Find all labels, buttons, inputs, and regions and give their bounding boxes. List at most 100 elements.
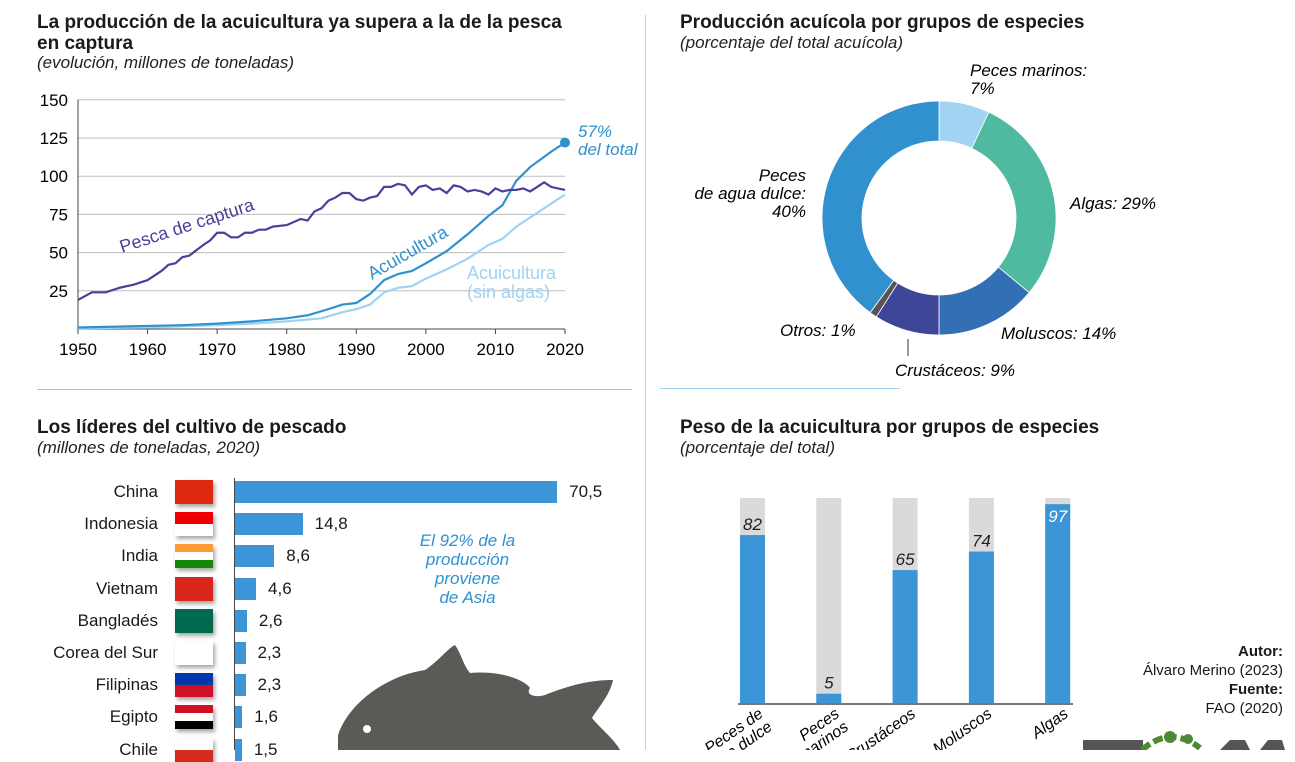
flag-icon [175, 608, 213, 633]
bar-value-label: 14,8 [314, 514, 348, 534]
y-tick-label: 50 [49, 244, 68, 263]
bar [235, 513, 303, 536]
category-label-line: Moluscos [930, 705, 995, 750]
flag-icon [175, 512, 213, 537]
bar-value-label: 1,6 [254, 707, 278, 727]
bar [235, 545, 275, 568]
author: Álvaro Merino (2023) [1142, 662, 1283, 679]
country-label: India [121, 546, 158, 566]
line-chart: 25 50 75 100 125 150 1950 1960 1970 1980 1990 2000 2… [40, 91, 639, 359]
capture-line [77, 180, 566, 301]
aquaculture-line [77, 141, 566, 329]
endpoint-marker [560, 137, 570, 148]
bar [740, 535, 765, 704]
donut-slice-peces-de-agua-dulce [821, 100, 940, 314]
flag-icon [175, 673, 213, 698]
flag-icon [175, 705, 213, 730]
bar [235, 481, 558, 503]
divider-vertical [645, 15, 646, 750]
x-tick-label: 1950 [59, 340, 97, 359]
logo-icon [1083, 731, 1285, 750]
country-label: Indonesia [84, 514, 158, 534]
source: FAO (2020) [1205, 700, 1283, 717]
slice-label: Peces marinos: [970, 61, 1087, 80]
country-label: China [113, 482, 158, 501]
asia-annotation-line: producción [425, 550, 510, 569]
bar [816, 693, 842, 704]
y-tick-label: 125 [40, 129, 68, 148]
bar-value-label: 65 [896, 550, 915, 569]
country-label: Vietnam [95, 578, 158, 598]
slice-label: Peces [759, 166, 807, 185]
bar-value-label: 2,3 [257, 643, 282, 662]
source-label: Fuente: [1228, 681, 1283, 698]
bar [235, 577, 257, 600]
country-label: Corea del Sur [53, 643, 158, 662]
y-tick-label: 25 [49, 282, 68, 301]
series-label-capture: Pesca de captura [117, 194, 257, 257]
author-label: Autor: [1238, 643, 1283, 660]
category-label-line: Crustáceos [843, 705, 919, 750]
x-tick-label: 1970 [198, 340, 236, 359]
bar-background [816, 498, 842, 704]
bar-value-label: 8,6 [286, 546, 310, 566]
asia-annotation-line: El 92% de la [419, 531, 516, 550]
annotation-text: del total [578, 140, 639, 159]
category-label: Peces deagua dulce [692, 705, 775, 750]
vbar-chart-subtitle: (porcentaje del total) [680, 438, 835, 457]
donut-chart-title: Producción acuícola por grupos de especi… [680, 12, 1085, 33]
x-tick-label: 2010 [477, 340, 515, 359]
category-label: Moluscos [930, 705, 995, 750]
bar [235, 674, 246, 697]
bar [1045, 504, 1071, 704]
x-tick-label: 1960 [129, 340, 167, 359]
flag-icon [175, 576, 213, 601]
flag-icon [175, 480, 213, 504]
fish-icon [338, 645, 620, 750]
y-tick-label: 150 [40, 91, 68, 110]
slice-label: Algas: 29% [1069, 194, 1156, 213]
bar-value-label: 4,6 [268, 578, 292, 598]
bar-value-label: 74 [972, 532, 991, 551]
bar-value-label: 82 [743, 515, 762, 534]
bar-value-label: 97 [1048, 507, 1067, 526]
bar-value-label: 2,6 [258, 610, 283, 630]
bar-value-label: 70,5 [569, 482, 603, 501]
category-label-line: Algas [1028, 705, 1071, 742]
y-tick-label: 100 [40, 167, 68, 186]
bar [235, 642, 246, 664]
asia-annotation-line: de Asia [439, 588, 496, 607]
bar [968, 551, 994, 704]
hbar-chart-subtitle: (millones de toneladas, 2020) [37, 438, 261, 457]
vbar-chart-title: Peso de la acuicultura por grupos de esp… [680, 417, 1100, 438]
credits: Autor: Álvaro Merino (2023) Fuente: FAO … [1143, 642, 1283, 718]
category-label: Algas [1028, 705, 1071, 742]
bar [235, 609, 247, 632]
country-label: Egipto [109, 707, 158, 727]
x-tick-label: 1990 [337, 340, 375, 359]
bar-value-label: 5 [824, 674, 834, 693]
hbar-chart-title: Los líderes del cultivo de pescado [37, 417, 347, 438]
donut-slice-algas [971, 111, 1057, 294]
flag-icon [175, 544, 213, 569]
flag-icon [175, 641, 213, 665]
x-tick-label: 2020 [546, 340, 584, 359]
bar-value-label: 2,3 [257, 675, 282, 695]
slice-label: 40% [772, 202, 806, 221]
donut-chart: Peces marinos:7% Algas: 29% Moluscos: 14% C… [694, 61, 1156, 380]
slice-label: Crustáceos: 9% [895, 361, 1015, 380]
country-label: Filipinas [95, 675, 158, 695]
series-label-no-algae: (sin algas) [467, 282, 550, 302]
donut-chart-subtitle: (porcentaje del total acuícola) [680, 33, 904, 52]
slice-label: Moluscos: 14% [1001, 324, 1116, 343]
line-chart-subtitle: (evolución, millones de toneladas) [37, 53, 295, 72]
country-label: Bangladés [77, 610, 158, 630]
slice-label: 7% [970, 79, 995, 98]
slice-label: de agua dulce: [694, 184, 806, 203]
slice-label: Otros: 1% [780, 321, 856, 340]
y-tick-label: 75 [49, 205, 68, 224]
vbar-chart: 82 5 65 74 97 Peces deagua dulce PecesmarinosC… [692, 498, 1073, 750]
x-tick-label: 1980 [268, 340, 306, 359]
series-label-no-algae: Acuicultura [467, 263, 557, 283]
bar [892, 570, 918, 704]
